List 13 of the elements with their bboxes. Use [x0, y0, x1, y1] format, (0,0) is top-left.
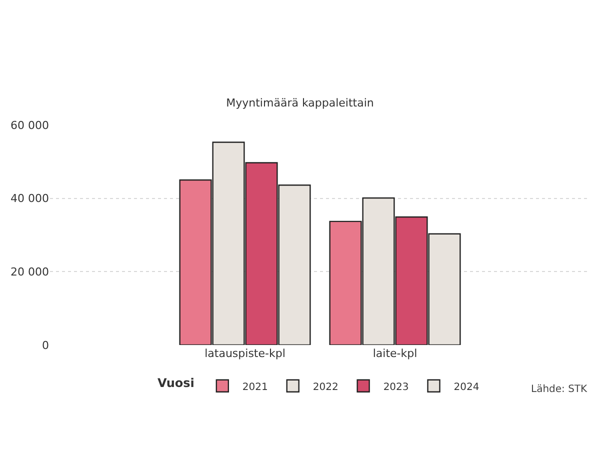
- chart-title: Myyntimäärä kappaleittain: [226, 96, 374, 110]
- y-tick-label: 40 000: [10, 192, 49, 206]
- text: Lähde: STK: [531, 384, 588, 395]
- legend-label: 2022: [312, 382, 338, 393]
- y-tick-label: 0: [42, 338, 49, 352]
- legend-label: 2023: [383, 382, 409, 393]
- x-tick-label: laite-kpl: [372, 347, 418, 360]
- legend-label: 2021: [242, 382, 268, 393]
- y-tick-label: 20 000: [10, 266, 49, 279]
- y-tick-label: 60 000: [10, 118, 49, 132]
- x-tick-label: latauspiste-kpl: [204, 347, 286, 360]
- legend-title: Vuosi: [158, 376, 194, 390]
- legend-label: 2024: [454, 382, 480, 393]
